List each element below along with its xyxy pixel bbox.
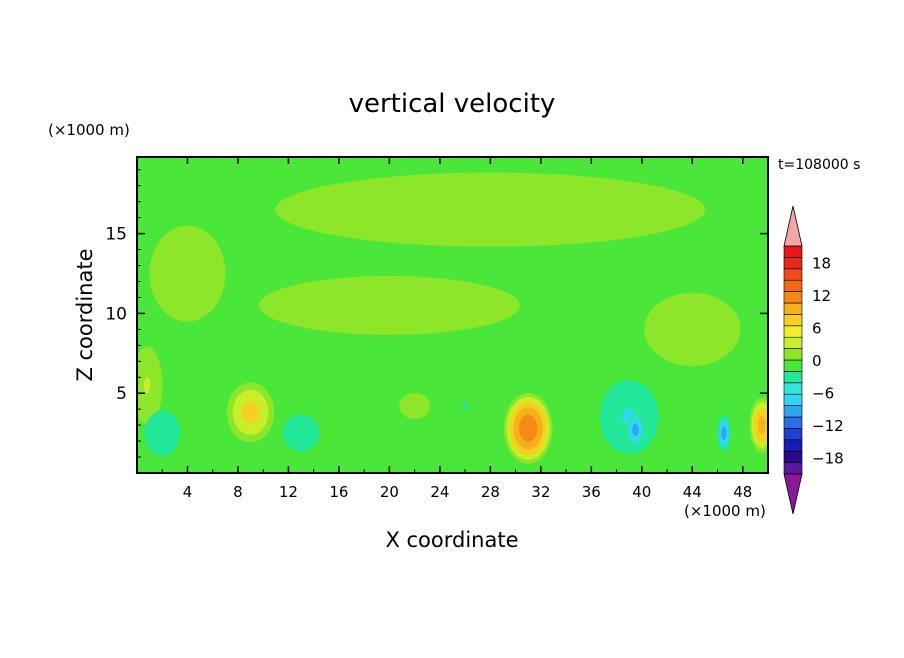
velocity-cell xyxy=(144,410,181,456)
x-unit-label: (×1000 m) xyxy=(684,502,766,520)
x-tick-label: 32 xyxy=(531,483,550,501)
contour-level xyxy=(632,423,639,437)
colorbar-label: −18 xyxy=(812,450,844,468)
y-tick-label: 15 xyxy=(105,225,127,245)
x-tick-label: 8 xyxy=(233,483,243,501)
contour-level xyxy=(757,416,766,434)
colorbar-label: −6 xyxy=(812,385,834,403)
x-tick-label: 24 xyxy=(430,483,449,501)
colorbar-segment xyxy=(783,359,803,372)
x-tick-label: 4 xyxy=(183,483,193,501)
colorbar-segment xyxy=(783,371,803,384)
colorbar-label: 12 xyxy=(812,287,831,305)
colorbar-segment xyxy=(783,325,803,338)
colorbar-segment xyxy=(783,416,803,429)
contour-level xyxy=(275,172,706,247)
x-tick-label: 12 xyxy=(279,483,298,501)
y-unit-label: (×1000 m) xyxy=(48,121,130,139)
colorbar-segment xyxy=(783,302,803,315)
velocity-cell xyxy=(503,392,553,464)
x-tick-label: 36 xyxy=(582,483,601,501)
colorbar-segment xyxy=(783,382,803,395)
contour-level xyxy=(462,401,468,411)
colorbar-label: 6 xyxy=(812,319,822,337)
colorbar-segment xyxy=(783,314,803,327)
colorbar: 18 12 6 0 −6 −12 −18 xyxy=(783,205,844,515)
velocity-cell xyxy=(149,225,226,322)
colorbar-segment xyxy=(783,336,803,349)
colorbar-label: −12 xyxy=(812,417,844,435)
velocity-cell xyxy=(226,382,275,443)
colorbar-over-arrow xyxy=(783,205,803,247)
colorbar-segment xyxy=(783,279,803,292)
colorbar-segment xyxy=(783,393,803,406)
colorbar-segment xyxy=(783,291,803,304)
x-tick-label: 44 xyxy=(683,483,702,501)
contour-level xyxy=(149,225,226,322)
contour-level xyxy=(644,292,741,366)
colorbar-under-arrow xyxy=(783,473,803,515)
contour-level xyxy=(721,426,727,441)
plot-frame xyxy=(136,156,769,474)
colorbar-label: 0 xyxy=(812,352,822,370)
velocity-cell xyxy=(749,397,768,453)
velocity-cell xyxy=(599,380,659,455)
velocity-cell xyxy=(399,392,431,420)
colorbar-segment xyxy=(783,245,803,258)
velocity-cell xyxy=(626,413,645,447)
colorbar-segment xyxy=(783,348,803,361)
x-tick-label: 16 xyxy=(329,483,348,501)
velocity-cell xyxy=(137,346,163,424)
velocity-cell xyxy=(462,401,468,411)
colorbar-segment xyxy=(783,268,803,281)
contour-level xyxy=(258,275,520,335)
x-tick-label: 20 xyxy=(380,483,399,501)
x-axis-label: X coordinate xyxy=(385,528,518,552)
contour-level xyxy=(144,410,181,456)
colorbar-segment xyxy=(783,428,803,441)
velocity-cell xyxy=(282,414,320,452)
colorbar-segment xyxy=(783,439,803,452)
x-tick-label: 48 xyxy=(733,483,752,501)
x-axis-ticks: 4 8 12 16 20 24 28 32 36 40 44 48 xyxy=(161,157,752,501)
contour-level xyxy=(143,377,151,394)
colorbar-segment xyxy=(783,450,803,463)
y-tick-label: 5 xyxy=(116,384,127,404)
contour-level xyxy=(282,414,320,452)
y-axis-ticks: 5 10 15 xyxy=(105,169,768,458)
contour-field xyxy=(137,172,768,464)
colorbar-segment xyxy=(783,405,803,418)
x-tick-label: 28 xyxy=(481,483,500,501)
colorbar-segment xyxy=(783,257,803,270)
colorbar-label: 18 xyxy=(812,254,831,272)
plot-area xyxy=(136,156,769,474)
chart-title: vertical velocity xyxy=(349,89,556,119)
contour-level xyxy=(519,414,538,442)
velocity-cell xyxy=(258,275,520,335)
contour-level xyxy=(241,401,260,424)
velocity-cell xyxy=(275,172,706,247)
time-label: t=108000 s xyxy=(778,157,860,173)
velocity-cell xyxy=(644,292,741,366)
y-tick-label: 10 xyxy=(105,304,127,324)
y-axis-label: Z coordinate xyxy=(73,248,97,381)
contour-level xyxy=(399,392,431,420)
x-tick-label: 40 xyxy=(632,483,651,501)
colorbar-segment xyxy=(783,462,803,475)
velocity-cell xyxy=(717,414,731,452)
